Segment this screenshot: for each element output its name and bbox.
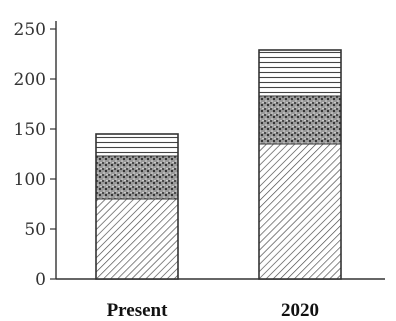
labels: 0 50 100 150 200 250 Present 2020 — [14, 20, 319, 321]
y-tick-label: 100 — [14, 170, 46, 190]
bar-segment-present-2 — [95, 155, 179, 200]
bar-segment-2020-2 — [258, 95, 342, 145]
bar-segment-2020-3 — [258, 49, 342, 97]
bars — [95, 49, 342, 280]
bar-outline-present — [95, 133, 179, 280]
bar-segment-present-3 — [95, 133, 179, 157]
x-category-label: 2020 — [281, 300, 319, 321]
bar-segment-present-1 — [95, 198, 179, 280]
bar-segment-2020-1 — [258, 143, 342, 280]
y-tick-label: 150 — [14, 120, 46, 140]
x-category-label: Present — [107, 300, 169, 321]
y-tick-label: 250 — [14, 20, 46, 40]
y-tick-label: 200 — [14, 70, 46, 90]
bar-outline-2020 — [258, 49, 342, 280]
y-tick-label: 0 — [35, 270, 46, 290]
y-tick-label: 50 — [24, 220, 46, 240]
